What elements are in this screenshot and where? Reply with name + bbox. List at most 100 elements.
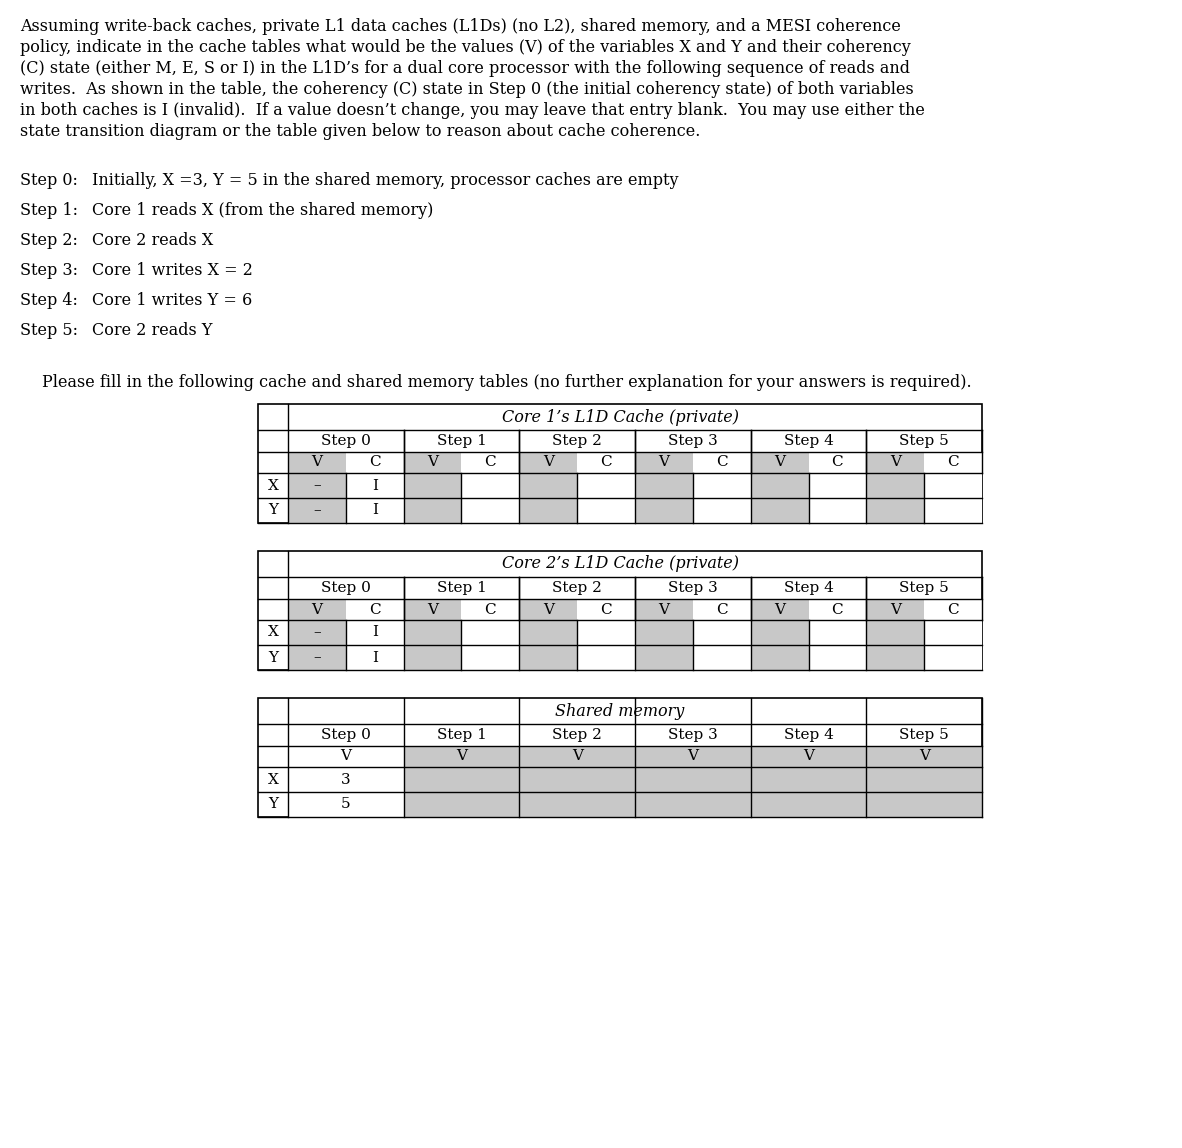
- Bar: [808, 645, 866, 670]
- Bar: [577, 620, 635, 645]
- Text: Step 2: Step 2: [552, 728, 602, 742]
- Bar: [519, 645, 577, 670]
- Text: –: –: [313, 626, 320, 639]
- Text: C: C: [369, 603, 381, 616]
- Text: Step 5: Step 5: [900, 728, 949, 742]
- Bar: [924, 620, 982, 645]
- Text: I: I: [372, 626, 378, 639]
- Text: Shared memory: Shared memory: [556, 703, 684, 720]
- Bar: [288, 599, 346, 620]
- Text: Step 2: Step 2: [552, 581, 602, 595]
- Bar: [519, 767, 635, 792]
- Text: C: C: [369, 456, 381, 470]
- Text: C: C: [947, 456, 959, 470]
- Text: V: V: [803, 750, 814, 763]
- Bar: [288, 498, 346, 523]
- Bar: [404, 746, 519, 767]
- Bar: [519, 620, 577, 645]
- Text: V: V: [543, 603, 553, 616]
- Text: I: I: [372, 651, 378, 665]
- Text: V: V: [543, 456, 553, 470]
- Text: Step 0: Step 0: [320, 581, 371, 595]
- Bar: [404, 792, 519, 817]
- Text: Core 2 reads Y: Core 2 reads Y: [92, 321, 213, 339]
- Bar: [866, 620, 924, 645]
- Text: –: –: [313, 651, 320, 665]
- Text: V: V: [658, 456, 669, 470]
- Bar: [461, 498, 519, 523]
- Text: C: C: [832, 603, 843, 616]
- Text: V: V: [311, 603, 323, 616]
- Text: Step 0:: Step 0:: [20, 172, 78, 189]
- Bar: [866, 452, 924, 473]
- Bar: [346, 473, 404, 498]
- Bar: [635, 767, 751, 792]
- Text: state transition diagram or the table given below to reason about cache coherenc: state transition diagram or the table gi…: [20, 123, 701, 140]
- Text: –: –: [313, 479, 320, 492]
- Bar: [461, 473, 519, 498]
- Bar: [866, 498, 924, 523]
- Bar: [258, 551, 982, 670]
- Text: C: C: [716, 603, 728, 616]
- Text: Step 0: Step 0: [320, 728, 371, 742]
- Bar: [808, 599, 866, 620]
- Text: C: C: [485, 603, 496, 616]
- Bar: [577, 473, 635, 498]
- Bar: [461, 645, 519, 670]
- Bar: [808, 473, 866, 498]
- Text: Step 4: Step 4: [784, 728, 833, 742]
- Text: Step 2:: Step 2:: [20, 232, 78, 249]
- Text: 3: 3: [342, 773, 351, 786]
- Bar: [635, 620, 693, 645]
- Text: V: V: [918, 750, 930, 763]
- Text: V: V: [456, 750, 467, 763]
- Text: Step 1:: Step 1:: [20, 202, 78, 219]
- Text: Initially, X =3, Y = 5 in the shared memory, processor caches are empty: Initially, X =3, Y = 5 in the shared mem…: [92, 172, 678, 189]
- Text: Core 1 writes Y = 6: Core 1 writes Y = 6: [92, 292, 252, 309]
- Text: X: X: [267, 773, 279, 786]
- Bar: [751, 645, 808, 670]
- Text: V: V: [774, 456, 785, 470]
- Text: Please fill in the following cache and shared memory tables (no further explanat: Please fill in the following cache and s…: [43, 374, 972, 391]
- Text: policy, indicate in the cache tables what would be the values (V) of the variabl: policy, indicate in the cache tables wha…: [20, 39, 911, 56]
- Bar: [924, 645, 982, 670]
- Text: (C) state (either M, E, S or I) in the L1D’s for a dual core processor with the : (C) state (either M, E, S or I) in the L…: [20, 60, 910, 77]
- Bar: [693, 452, 751, 473]
- Text: C: C: [832, 456, 843, 470]
- Bar: [577, 452, 635, 473]
- Text: I: I: [372, 504, 378, 518]
- Text: X: X: [267, 479, 279, 492]
- Text: Step 5: Step 5: [900, 581, 949, 595]
- Bar: [635, 473, 693, 498]
- Bar: [866, 767, 982, 792]
- Text: Y: Y: [268, 651, 278, 665]
- Text: Step 5: Step 5: [900, 434, 949, 448]
- Bar: [751, 473, 808, 498]
- Bar: [288, 746, 404, 767]
- Bar: [693, 473, 751, 498]
- Bar: [808, 452, 866, 473]
- Text: C: C: [600, 603, 612, 616]
- Text: Core 1’s L1D Cache (private): Core 1’s L1D Cache (private): [501, 409, 739, 426]
- Bar: [693, 620, 751, 645]
- Bar: [866, 473, 924, 498]
- Bar: [519, 746, 635, 767]
- Text: V: V: [311, 456, 323, 470]
- Text: Core 2 reads X: Core 2 reads X: [92, 232, 213, 249]
- Text: 5: 5: [342, 798, 351, 812]
- Text: V: V: [688, 750, 699, 763]
- Bar: [288, 645, 346, 670]
- Text: C: C: [485, 456, 496, 470]
- Text: V: V: [427, 456, 439, 470]
- Bar: [288, 620, 346, 645]
- Text: I: I: [372, 479, 378, 492]
- Text: Step 5:: Step 5:: [20, 321, 78, 339]
- Bar: [258, 404, 982, 523]
- Bar: [404, 620, 461, 645]
- Text: Step 0: Step 0: [320, 434, 371, 448]
- Text: V: V: [890, 456, 901, 470]
- Bar: [635, 452, 693, 473]
- Bar: [866, 746, 982, 767]
- Bar: [346, 620, 404, 645]
- Text: Step 3: Step 3: [668, 434, 717, 448]
